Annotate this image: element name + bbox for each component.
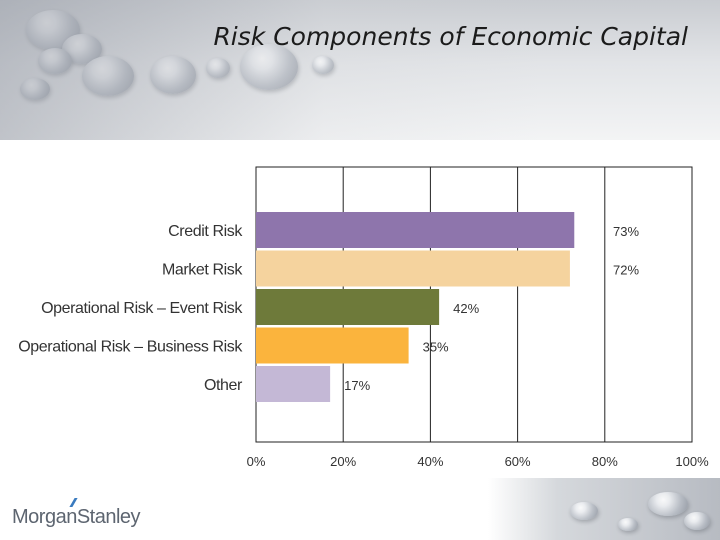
category-label: Operational Risk – Event Risk (41, 300, 243, 317)
logo-text: MorganStanley (12, 506, 141, 528)
footer-band (488, 478, 720, 540)
data-label: 73% (613, 224, 639, 239)
category-label: Credit Risk (168, 223, 243, 240)
bar-layer (256, 212, 575, 402)
company-logo: MorganStanley (12, 498, 141, 536)
header-shade (0, 0, 720, 140)
x-tick-label: 20% (330, 454, 356, 469)
bar (256, 289, 440, 325)
x-tick-label: 100% (675, 454, 709, 469)
x-tick-label: 40% (417, 454, 443, 469)
bar (256, 212, 575, 248)
label-layer: 0% 20% 40% 60% 80% 100% Credit Risk 73% Market R… (18, 223, 709, 469)
x-tick-label: 80% (592, 454, 618, 469)
data-label: 72% (613, 263, 639, 278)
data-label: 17% (344, 378, 370, 393)
category-label: Market Risk (162, 262, 243, 279)
header-band: Risk Components of Economic Capital (0, 0, 720, 140)
category-label: Operational Risk – Business Risk (18, 339, 243, 356)
water-droplet (618, 518, 638, 531)
water-droplet (570, 502, 598, 520)
water-droplet (648, 492, 688, 516)
x-tick-label: 60% (505, 454, 531, 469)
water-droplet (684, 512, 710, 530)
x-tick-label: 0% (247, 454, 266, 469)
bar (256, 366, 331, 402)
page-title: Risk Components of Economic Capital (213, 22, 688, 51)
bar (256, 250, 570, 287)
bar (256, 327, 409, 364)
category-label: Other (204, 377, 243, 394)
data-label: 35% (423, 340, 449, 355)
data-label: 42% (453, 301, 479, 316)
bar-chart: 0% 20% 40% 60% 80% 100% Credit Risk 73% Market R… (18, 166, 709, 469)
